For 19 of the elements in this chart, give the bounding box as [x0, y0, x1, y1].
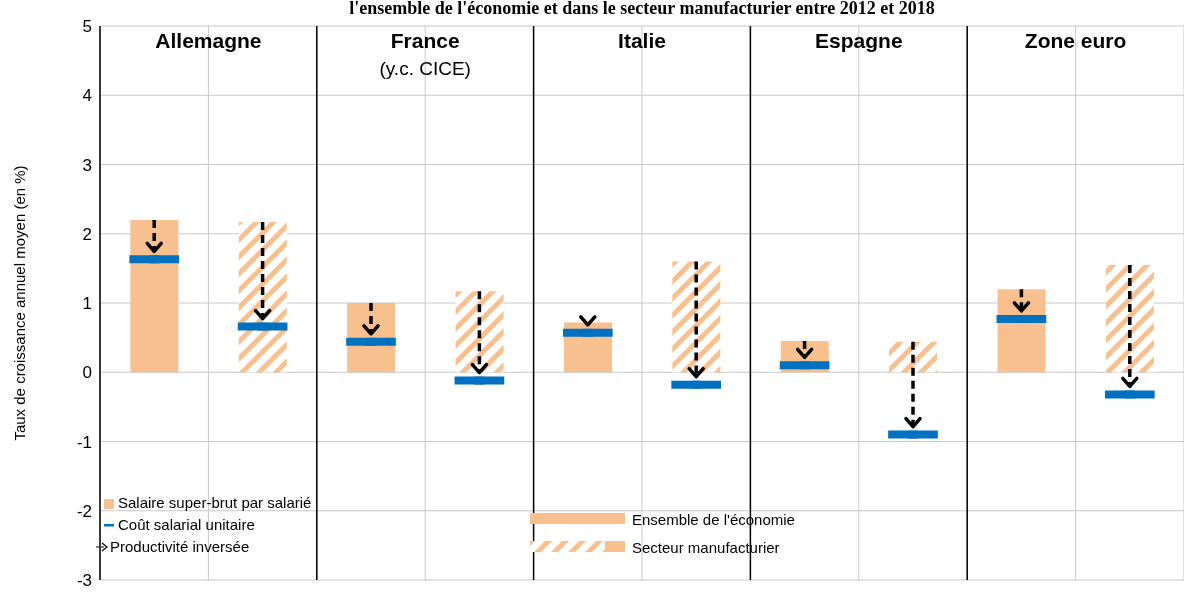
annotation: France (y.c. CICE) [379, 29, 471, 79]
annotation: Productivité inversée [110, 538, 250, 555]
y-tick-label: -2 [76, 501, 92, 521]
annotation: Zone euro [1024, 29, 1127, 52]
chart-title: l'ensemble de l'économie et dans le secteur manufacturier entre 2012 et 2018 [349, 0, 935, 18]
y-tick-label: -3 [76, 571, 92, 591]
y-tick-label: 0 [82, 363, 92, 383]
legend-label: Coût salarial unitaire [118, 516, 255, 533]
annotation: Salaire super-brut par salarié [118, 494, 312, 511]
y-tick-label: 5 [82, 17, 92, 37]
y-tick-label: 4 [82, 86, 92, 106]
y-tick-label: 1 [82, 294, 92, 314]
y-axis-title: Taux de croissance annuel moyen (en %) [11, 165, 29, 441]
y-tick-label: 3 [82, 155, 92, 175]
annotation: Allemagne [155, 29, 262, 52]
annotation: Espagne [815, 29, 903, 52]
y-tick-label: 2 [82, 224, 92, 244]
annotation: Italie [618, 29, 666, 52]
y-tick-label: -1 [76, 432, 92, 452]
